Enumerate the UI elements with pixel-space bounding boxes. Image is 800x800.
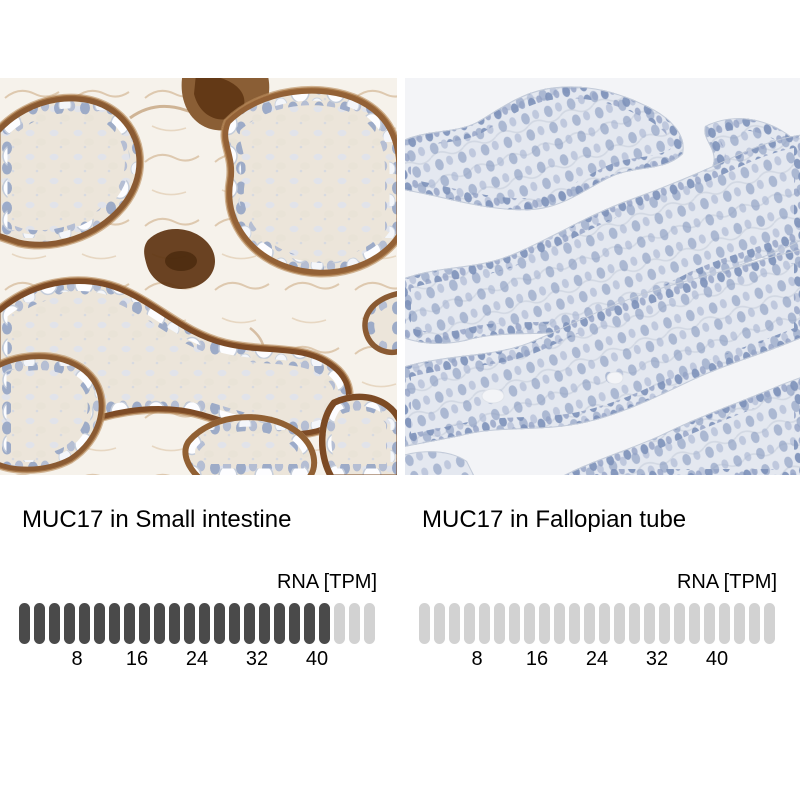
rna-pill-filled (229, 603, 240, 644)
rna-pill-filled (304, 603, 315, 644)
rna-pill-empty (539, 603, 550, 644)
small-intestine-tissue-illustration (0, 72, 405, 481)
rna-pill-empty (334, 603, 345, 644)
panel-fallopian-tube: MUC17 in Fallopian tube RNA [TPM] 8 16 24 3… (400, 0, 800, 800)
axis-tick-label: 24 (585, 648, 609, 670)
rna-pill-empty (644, 603, 655, 644)
rna-pill-empty (659, 603, 670, 644)
panel-title-fallopian-tube: MUC17 in Fallopian tube (422, 506, 687, 533)
rna-pill-empty (764, 603, 775, 644)
axis-tick-label: 8 (71, 648, 83, 670)
ihc-image-small-intestine (0, 72, 405, 481)
axis-tick-label: 8 (471, 648, 483, 670)
rna-pill-empty (479, 603, 490, 644)
axis-tick-label: 40 (305, 648, 329, 670)
rna-pill-empty (509, 603, 520, 644)
rna-expression-bar-small-intestine (19, 603, 375, 644)
rna-pill-filled (214, 603, 225, 644)
rna-pill-empty (704, 603, 715, 644)
rna-pill-filled (184, 603, 195, 644)
axis-tick-label: 16 (125, 648, 149, 670)
rna-pill-empty (494, 603, 505, 644)
rna-pill-filled (124, 603, 135, 644)
rna-tpm-axis-label-left: RNA [TPM] (276, 571, 377, 593)
rna-axis-ticks-fallopian-tube: 8 16 24 32 40 (419, 648, 775, 672)
rna-pill-empty (749, 603, 760, 644)
rna-pill-filled (34, 603, 45, 644)
rna-pill-empty (449, 603, 460, 644)
rna-pill-empty (349, 603, 360, 644)
rna-pill-filled (274, 603, 285, 644)
ihc-image-fallopian-tube (399, 78, 800, 481)
rna-pill-empty (364, 603, 375, 644)
rna-pill-filled (169, 603, 180, 644)
rna-pill-filled (109, 603, 120, 644)
rna-pill-empty (674, 603, 685, 644)
rna-pill-filled (319, 603, 330, 644)
rna-pill-empty (719, 603, 730, 644)
epithelial-fold-lower (399, 248, 800, 448)
panel-small-intestine: MUC17 in Small intestine RNA [TPM] 8 16 24… (19, 506, 377, 672)
axis-tick-label: 16 (525, 648, 549, 670)
axis-tick-label: 32 (245, 648, 269, 670)
rna-pill-filled (244, 603, 255, 644)
rna-pill-filled (139, 603, 150, 644)
rna-pill-filled (19, 603, 30, 644)
rna-pill-empty (434, 603, 445, 644)
fallopian-tube-tissue-illustration (399, 78, 800, 481)
rna-pill-filled (154, 603, 165, 644)
strong-stain-patch (144, 228, 215, 289)
rna-pill-empty (599, 603, 610, 644)
rna-pill-filled (94, 603, 105, 644)
rna-pill-empty (569, 603, 580, 644)
rna-pill-filled (49, 603, 60, 644)
axis-tick-label: 32 (645, 648, 669, 670)
rna-pill-filled (199, 603, 210, 644)
axis-tick-label: 40 (705, 648, 729, 670)
rna-tpm-axis-label-right: RNA [TPM] (676, 571, 777, 593)
rna-pill-empty (464, 603, 475, 644)
rna-expression-bar-fallopian-tube (419, 603, 775, 644)
rna-pill-empty (419, 603, 430, 644)
panel-title-small-intestine: MUC17 in Small intestine (22, 506, 292, 533)
rna-pill-empty (629, 603, 640, 644)
rna-pill-filled (259, 603, 270, 644)
rna-pill-empty (614, 603, 625, 644)
rna-pill-filled (79, 603, 90, 644)
rna-axis-ticks-small-intestine: 8 16 24 32 40 (19, 648, 375, 672)
rna-pill-filled (64, 603, 75, 644)
axis-tick-label: 24 (185, 648, 209, 670)
rna-pill-filled (289, 603, 300, 644)
rna-pill-empty (584, 603, 595, 644)
rna-pill-empty (554, 603, 565, 644)
rna-pill-empty (734, 603, 745, 644)
rna-pill-empty (689, 603, 700, 644)
rna-pill-empty (524, 603, 535, 644)
